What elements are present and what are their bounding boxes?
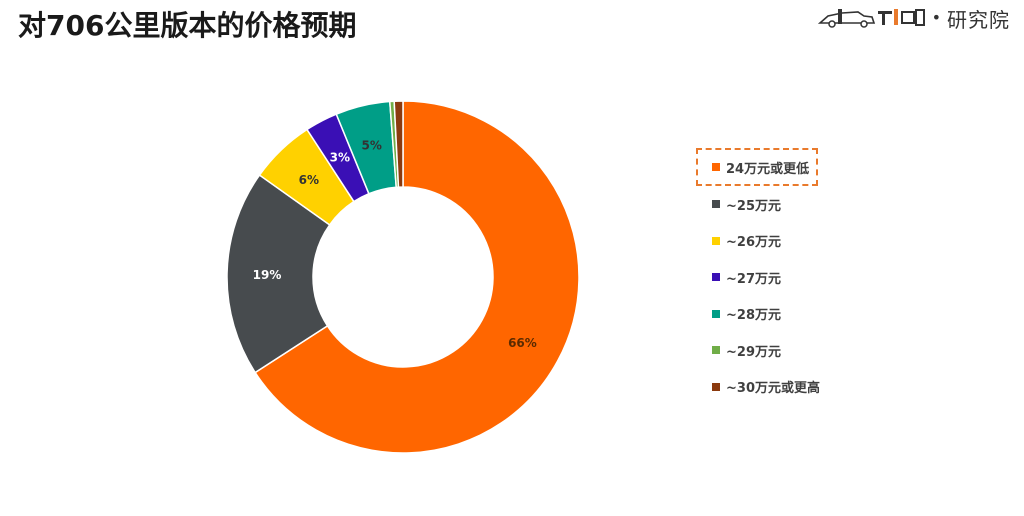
- legend-item-0: 24万元或更低: [696, 148, 818, 186]
- legend-item-1: ~25万元: [696, 186, 846, 223]
- brand-logo: • 研究院: [817, 6, 1010, 32]
- donut-slice-0: [254, 100, 580, 454]
- donut-slice-1: [226, 174, 331, 374]
- legend-item-4: ~28万元: [696, 296, 846, 333]
- legend-item-3: ~27万元: [696, 259, 846, 296]
- legend-label: ~25万元: [726, 198, 781, 214]
- brand-separator-dot: •: [931, 8, 941, 27]
- legend-swatch: [712, 163, 720, 171]
- legend-item-2: ~26万元: [696, 223, 846, 260]
- legend-label: ~29万元: [726, 344, 781, 360]
- legend-swatch: [712, 200, 720, 209]
- donut-slice-6: [393, 100, 404, 188]
- legend-item-6: ~30万元或更高: [696, 369, 846, 406]
- legend-swatch: [712, 309, 720, 318]
- legend-swatch: [712, 346, 720, 355]
- data-label-3: 3%: [330, 151, 350, 165]
- legend-label: ~27万元: [726, 271, 781, 287]
- legend-label: 24万元或更低: [726, 161, 810, 177]
- legend-item-5: ~29万元: [696, 332, 846, 369]
- data-label-2: 6%: [299, 173, 319, 187]
- page-title: 对706公里版本的价格预期: [18, 9, 357, 42]
- legend-swatch: [712, 273, 720, 282]
- data-label-1: 19%: [253, 268, 282, 282]
- legend-label: ~28万元: [726, 308, 781, 324]
- chart-legend: 24万元或更低 ~25万元 ~26万元 ~27万元 ~28万元 ~29万元 ~30万元或更高: [696, 148, 846, 405]
- brand-text: 研究院: [947, 7, 1010, 32]
- data-label-0: 66%: [508, 336, 537, 350]
- legend-swatch: [712, 382, 720, 391]
- car-logo-icon: [817, 9, 925, 28]
- legend-label: ~26万元: [726, 235, 781, 251]
- data-label-4: 5%: [362, 139, 382, 153]
- legend-swatch: [712, 236, 720, 245]
- legend-label: ~30万元或更高: [726, 381, 820, 397]
